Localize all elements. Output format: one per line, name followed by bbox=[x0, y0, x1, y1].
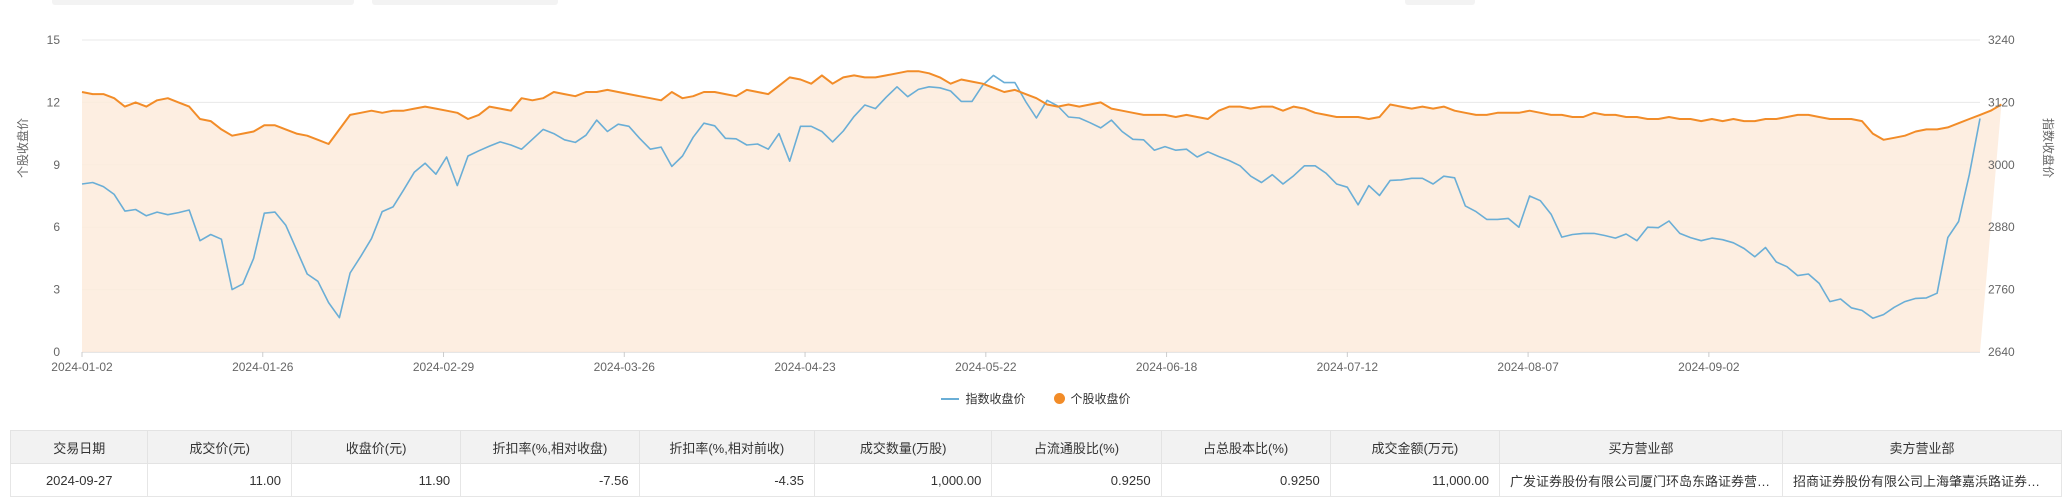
x-tick-label: 2024-08-07 bbox=[1497, 360, 1559, 374]
cell-discount-close: -7.56 bbox=[460, 463, 640, 497]
cell-trade-price: 11.00 bbox=[147, 463, 292, 497]
cell-seller: 招商证券股份有限公司上海肇嘉浜路证券营业部 bbox=[1782, 463, 2062, 497]
y-axis-left: 0 3 6 9 12 15 bbox=[47, 33, 61, 359]
x-axis: 2024-01-02 2024-01-26 2024-02-29 2024-03-26… bbox=[51, 352, 1740, 374]
cell-total-ratio: 0.9250 bbox=[1160, 463, 1331, 497]
x-tick-label: 2024-09-02 bbox=[1678, 360, 1740, 374]
y-left-tick-label: 15 bbox=[47, 33, 61, 47]
x-tick-label: 2024-02-29 bbox=[413, 360, 475, 374]
filter-stub-1 bbox=[52, 0, 354, 5]
cell-discount-prev: -4.35 bbox=[638, 463, 815, 497]
x-tick-label: 2024-04-23 bbox=[774, 360, 836, 374]
legend-dot-icon bbox=[1053, 393, 1065, 404]
x-tick-label: 2024-01-02 bbox=[51, 360, 113, 374]
col-header-amount[interactable]: 成交金额(万元) bbox=[1329, 430, 1500, 464]
x-tick-label: 2024-07-12 bbox=[1317, 360, 1379, 374]
chart-lines bbox=[81, 70, 2002, 319]
legend-label-index: 指数收盘价 bbox=[965, 392, 1026, 406]
y-right-tick-label: 2880 bbox=[1988, 220, 2015, 234]
col-header-seller[interactable]: 卖方营业部 bbox=[1782, 430, 2062, 464]
cell-volume: 1,000.00 bbox=[813, 463, 993, 497]
legend-item-stock[interactable]: 个股收盘价 bbox=[1053, 390, 1131, 407]
legend-item-index[interactable]: 指数收盘价 bbox=[941, 390, 1026, 407]
col-header-close-price[interactable]: 收盘价(元) bbox=[290, 430, 462, 464]
x-tick-label: 2024-05-22 bbox=[955, 360, 1017, 374]
y-left-tick-label: 6 bbox=[53, 220, 60, 234]
chart-legend: 指数收盘价 个股收盘价 bbox=[0, 390, 2072, 407]
col-header-discount-prev[interactable]: 折扣率(%,相对前收) bbox=[638, 430, 815, 464]
col-header-float-ratio[interactable]: 占流通股比(%) bbox=[991, 430, 1162, 464]
cell-float-ratio: 0.9250 bbox=[991, 463, 1162, 497]
legend-label-stock: 个股收盘价 bbox=[1070, 392, 1131, 406]
index-price-line bbox=[81, 74, 1981, 319]
y-left-tick-label: 3 bbox=[53, 283, 60, 297]
col-header-trade-price[interactable]: 成交价(元) bbox=[147, 430, 292, 464]
x-tick-label: 2024-03-26 bbox=[594, 360, 656, 374]
y-axis-right-title: 指数收盘价 bbox=[2041, 118, 2056, 178]
y-axis-right: 2640 2760 2880 3000 3120 3240 bbox=[1988, 33, 2015, 359]
cell-date: 2024-09-27 bbox=[9, 463, 149, 497]
y-axis-left-title: 个股收盘价 bbox=[15, 118, 30, 178]
filter-stub-2 bbox=[372, 0, 558, 5]
legend-line-icon bbox=[941, 397, 960, 400]
col-header-total-ratio[interactable]: 占总股本比(%) bbox=[1160, 430, 1331, 464]
col-header-volume[interactable]: 成交数量(万股) bbox=[813, 430, 993, 464]
chart-areas bbox=[82, 71, 2002, 352]
y-right-tick-label: 2760 bbox=[1988, 283, 2015, 297]
table-row: 2024-09-27 11.00 11.90 -7.56 -4.35 1,000… bbox=[9, 463, 2062, 497]
y-right-tick-label: 3000 bbox=[1988, 158, 2015, 172]
price-chart: 0 3 6 9 12 15 2640 2760 2880 3000 3120 3240 2024-0… bbox=[15, 33, 2056, 374]
y-left-tick-label: 9 bbox=[53, 158, 60, 172]
block-trade-table: 交易日期 成交价(元) 收盘价(元) 折扣率(%,相对收盘) 折扣率(%,相对前… bbox=[9, 430, 2062, 497]
y-right-tick-label: 3240 bbox=[1988, 33, 2015, 47]
filter-stub-3 bbox=[1405, 0, 1475, 5]
x-tick-label: 2024-06-18 bbox=[1136, 360, 1198, 374]
stock-price-line bbox=[81, 70, 2002, 145]
y-left-tick-label: 0 bbox=[53, 345, 60, 359]
col-header-discount-close[interactable]: 折扣率(%,相对收盘) bbox=[460, 430, 640, 464]
y-left-tick-label: 12 bbox=[47, 95, 61, 109]
y-right-tick-label: 2640 bbox=[1988, 345, 2015, 359]
y-right-tick-label: 3120 bbox=[1988, 95, 2015, 109]
cell-close-price: 11.90 bbox=[290, 463, 462, 497]
x-tick-label: 2024-01-26 bbox=[232, 360, 294, 374]
stock-price-area bbox=[82, 71, 2002, 352]
table-header-row: 交易日期 成交价(元) 收盘价(元) 折扣率(%,相对收盘) 折扣率(%,相对前… bbox=[9, 430, 2062, 464]
col-header-buyer[interactable]: 买方营业部 bbox=[1498, 430, 1784, 464]
cell-buyer: 广发证券股份有限公司厦门环岛东路证券营业部 bbox=[1498, 463, 1784, 497]
cell-amount: 11,000.00 bbox=[1329, 463, 1500, 497]
col-header-date[interactable]: 交易日期 bbox=[9, 430, 149, 464]
